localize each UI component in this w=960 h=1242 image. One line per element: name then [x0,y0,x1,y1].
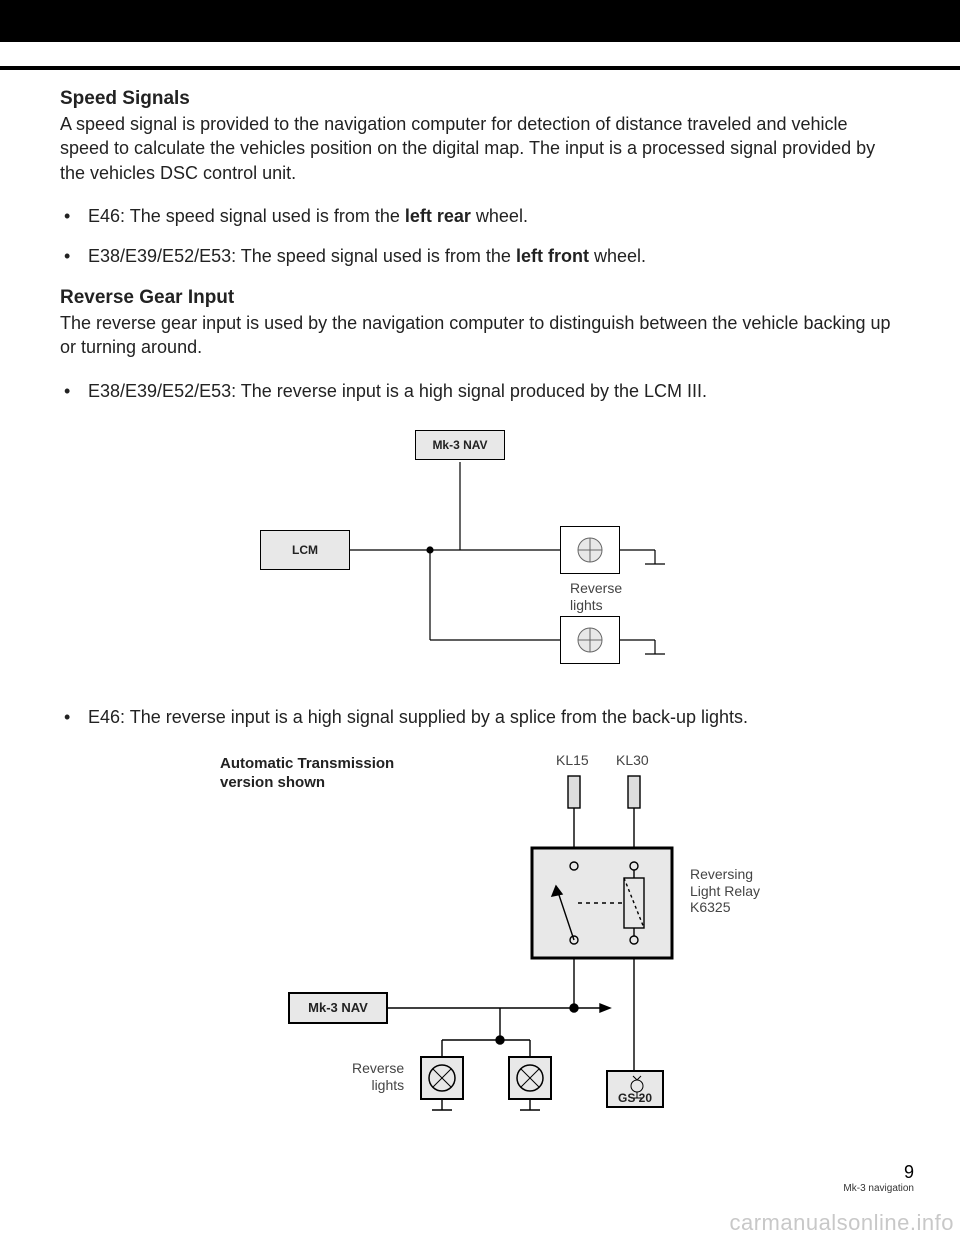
reverse-gear-heading: Reverse Gear Input [60,287,900,309]
speed-signals-heading: Speed Signals [60,88,900,110]
bullet-e38-reverse: E38/E39/E52/E53: The reverse input is a … [60,378,900,404]
lamp1-d1 [560,526,620,574]
kl15-label: KL15 [556,752,589,769]
page-content: Speed Signals A speed signal is provided… [0,70,960,1118]
reverse-gear-bullet2-list: E46: The reverse input is a high signal … [60,704,900,730]
page-footer: 9 Mk-3 navigation [843,1162,914,1194]
diagram-lcm: Mk-3 NAV LCM Reverse lights [200,422,760,682]
gs20-box: GS 20 [606,1070,664,1108]
nav-box-d1: Mk-3 NAV [415,430,505,460]
lamp2-d1 [560,616,620,664]
lamp2-d2 [508,1056,552,1100]
reverse-lights-label-d2: Reverse lights [352,1060,404,1094]
reverse-gear-bullet1-list: E38/E39/E52/E53: The reverse input is a … [60,378,900,404]
reverse-lights-label-d1: Reverse lights [570,580,622,614]
speed-signals-para: A speed signal is provided to the naviga… [60,112,900,185]
lcm-box: LCM [260,530,350,570]
bullet-e38-speed: E38/E39/E52/E53: The speed signal used i… [60,243,900,269]
bullet-e46-speed: E46: The speed signal used is from the l… [60,203,900,229]
diagram-e46: Automatic Transmission version shown KL1… [180,748,880,1118]
watermark: carmanualsonline.info [729,1210,954,1236]
kl30-label: KL30 [616,752,649,769]
bullet-e46-reverse: E46: The reverse input is a high signal … [60,704,900,730]
relay-label: Reversing Light Relay K6325 [690,866,760,916]
page-number: 9 [843,1162,914,1183]
lamp1-d2 [420,1056,464,1100]
header-blackbar [0,0,960,42]
doc-tag: Mk-3 navigation [843,1183,914,1194]
auto-trans-caption: Automatic Transmission version shown [220,754,394,793]
speed-signals-bullets: E46: The speed signal used is from the l… [60,203,900,269]
nav-box-d2: Mk-3 NAV [288,992,388,1024]
reverse-gear-para: The reverse gear input is used by the na… [60,311,900,360]
